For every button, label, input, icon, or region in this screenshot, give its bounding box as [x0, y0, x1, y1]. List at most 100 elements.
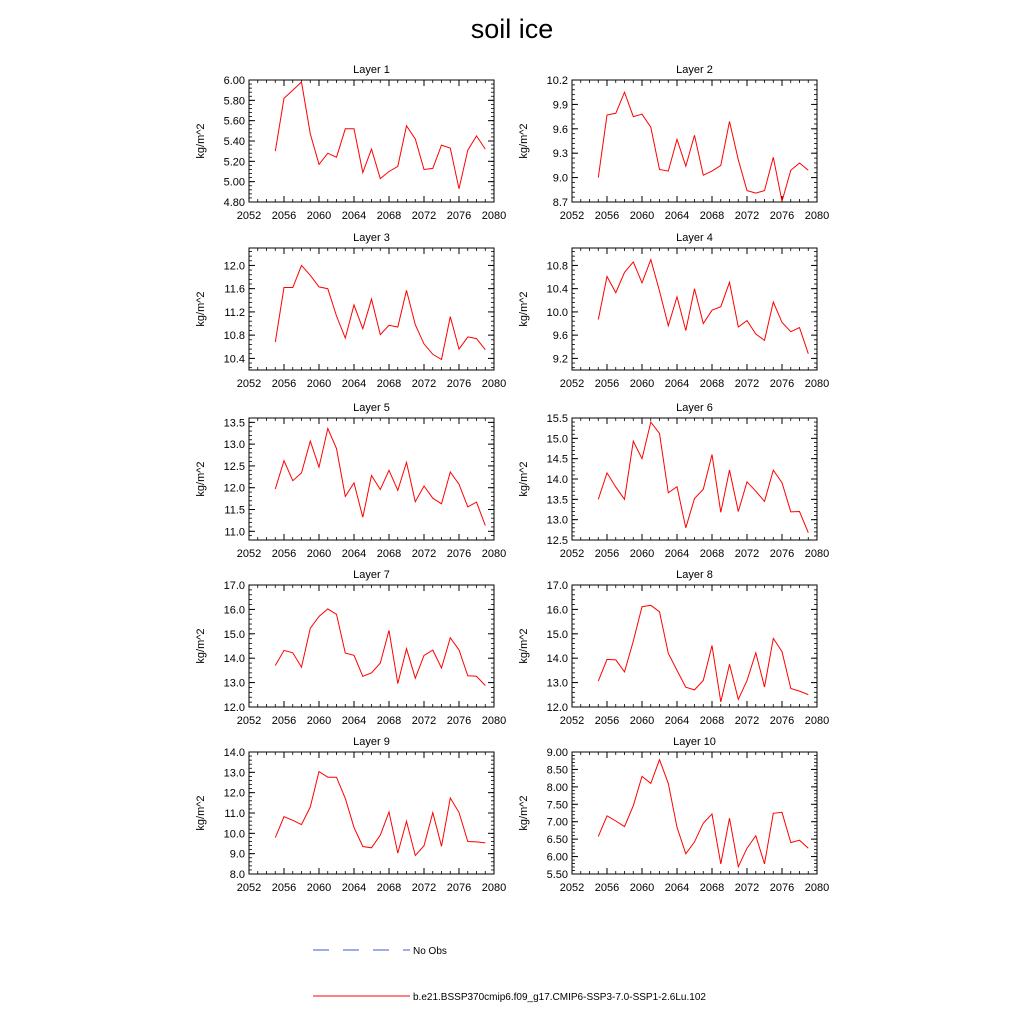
x-tick-label: 2068	[700, 378, 724, 390]
panel-title: Layer 10	[673, 736, 716, 748]
plot-frame	[248, 79, 495, 203]
x-tick-label: 2072	[735, 882, 759, 894]
x-tick-label: 2052	[560, 378, 584, 390]
y-tick-label: 14.0	[547, 474, 568, 486]
x-tick-label: 2064	[665, 378, 689, 390]
x-tick-label: 2076	[447, 210, 471, 222]
y-tick-label: 12.5	[224, 461, 245, 473]
x-tick-label: 2052	[560, 548, 584, 560]
series-line	[274, 426, 486, 526]
series-line	[597, 420, 809, 533]
x-tick-label: 2076	[770, 548, 794, 560]
y-tick-label: 14.0	[547, 653, 568, 665]
y-tick-label: 10.2	[547, 75, 568, 87]
y-tick-label: 8.0	[230, 869, 245, 881]
series-line	[597, 604, 809, 703]
y-tick-label: 12.0	[224, 702, 245, 714]
panel-layer-7: Layer 7 2052 2056 2060 2064 2068 2072 2076 2080 1…	[195, 569, 506, 727]
x-tick-label: 2060	[630, 548, 654, 560]
panel-title: Layer 9	[353, 736, 390, 748]
panel-layer-4: Layer 4 2052 2056 2060 2064 2068 2072 2076 2080 9…	[518, 232, 829, 390]
y-tick-label: 16.0	[224, 604, 245, 616]
y-tick-label: 8.50	[547, 764, 568, 776]
x-tick-label: 2080	[482, 210, 506, 222]
panel-title: Layer 4	[676, 232, 713, 244]
x-tick-label: 2060	[630, 210, 654, 222]
y-tick-label: 12.0	[547, 702, 568, 714]
x-tick-label: 2060	[307, 882, 331, 894]
y-axis-label: kg/m^2	[518, 795, 530, 830]
y-tick-label: 12.0	[224, 788, 245, 800]
y-tick-label: 15.0	[224, 629, 245, 641]
y-tick-label: 10.0	[224, 828, 245, 840]
y-tick-label: 16.0	[547, 604, 568, 616]
y-tick-label: 13.5	[224, 417, 245, 429]
y-tick-label: 17.0	[547, 580, 568, 592]
y-tick-label: 9.0	[553, 173, 568, 185]
x-tick-label: 2056	[595, 548, 619, 560]
series-line	[274, 608, 486, 686]
legend: No Obs b.e21.BSSP370cmip6.f09_g17.CMIP6-S…	[313, 946, 706, 1003]
panel-title: Layer 2	[676, 64, 713, 76]
y-tick-label: 12.0	[224, 483, 245, 495]
plot-frame	[248, 417, 495, 541]
y-tick-label: 4.80	[224, 197, 245, 209]
x-tick-label: 2080	[482, 548, 506, 560]
y-tick-label: 8.00	[547, 782, 568, 794]
y-tick-label: 5.40	[224, 136, 245, 148]
x-tick-label: 2076	[447, 378, 471, 390]
x-tick-label: 2080	[482, 715, 506, 727]
y-tick-label: 10.0	[547, 307, 568, 319]
x-tick-label: 2072	[412, 882, 436, 894]
y-tick-label: 5.50	[547, 869, 568, 881]
x-tick-label: 2080	[805, 715, 829, 727]
x-tick-label: 2080	[805, 882, 829, 894]
x-tick-label: 2076	[770, 715, 794, 727]
series-line	[274, 80, 486, 189]
x-tick-label: 2072	[735, 378, 759, 390]
y-tick-label: 7.50	[547, 799, 568, 811]
x-tick-label: 2052	[237, 882, 261, 894]
y-tick-label: 10.4	[547, 284, 568, 296]
panel-layer-3: Layer 3 2052 2056 2060 2064 2068 2072 2076 2080 1…	[195, 232, 506, 390]
panel-title: Layer 7	[353, 569, 390, 581]
y-tick-label: 10.8	[224, 330, 245, 342]
x-tick-label: 2068	[377, 378, 401, 390]
x-tick-label: 2076	[770, 378, 794, 390]
x-tick-label: 2080	[805, 210, 829, 222]
y-tick-label: 10.8	[547, 260, 568, 272]
y-tick-label: 14.0	[224, 747, 245, 759]
x-tick-label: 2072	[735, 210, 759, 222]
panel-layer-10: Layer 10 2052 2056 2060 2064 2068 2072 2076 2080…	[518, 736, 829, 894]
y-tick-label: 9.6	[553, 124, 568, 136]
y-tick-label: 14.5	[547, 454, 568, 466]
legend-model-label: b.e21.BSSP370cmip6.f09_g17.CMIP6-SSP3-7.…	[413, 992, 706, 1003]
y-tick-label: 6.50	[547, 834, 568, 846]
x-tick-label: 2064	[342, 882, 366, 894]
plot-frame	[571, 247, 818, 371]
x-tick-label: 2068	[700, 210, 724, 222]
x-tick-label: 2064	[665, 882, 689, 894]
x-tick-label: 2064	[342, 715, 366, 727]
x-tick-label: 2068	[377, 882, 401, 894]
y-tick-label: 14.0	[224, 653, 245, 665]
x-tick-label: 2060	[307, 378, 331, 390]
plot-frame	[571, 417, 818, 541]
x-tick-label: 2052	[237, 378, 261, 390]
y-tick-label: 11.2	[224, 307, 245, 319]
x-tick-label: 2064	[665, 715, 689, 727]
x-tick-label: 2060	[307, 715, 331, 727]
y-axis-label: kg/m^2	[518, 628, 530, 663]
panel-title: Layer 6	[676, 402, 713, 414]
y-axis-label: kg/m^2	[195, 628, 207, 663]
x-tick-label: 2056	[595, 210, 619, 222]
y-tick-label: 15.0	[547, 629, 568, 641]
x-tick-label: 2068	[700, 548, 724, 560]
x-tick-label: 2056	[272, 378, 296, 390]
panel-title: Layer 1	[353, 64, 390, 76]
x-tick-label: 2072	[412, 715, 436, 727]
x-tick-label: 2056	[272, 882, 296, 894]
x-tick-label: 2056	[595, 715, 619, 727]
x-tick-label: 2072	[412, 378, 436, 390]
